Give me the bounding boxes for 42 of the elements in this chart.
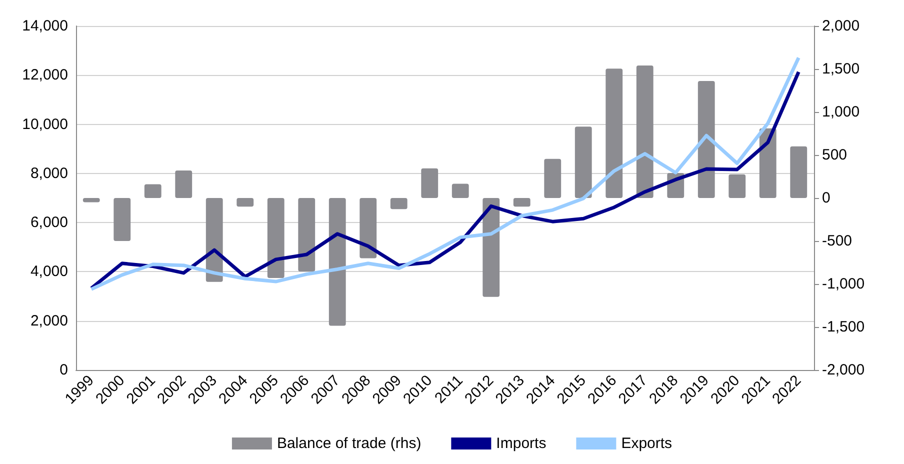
y-tick-label: 6,000 xyxy=(30,214,68,232)
y-tick-label: 0 xyxy=(60,362,68,378)
y2-tick-label: -2,000 xyxy=(822,362,865,378)
bar xyxy=(360,198,377,258)
bar xyxy=(698,81,715,198)
bar xyxy=(482,198,500,297)
y2-tick-label: 2,000 xyxy=(822,18,860,34)
y2-tick-label: -500 xyxy=(822,232,852,250)
bar xyxy=(544,158,562,198)
y-tick-label: 8,000 xyxy=(30,164,68,182)
y-tick-label: 10,000 xyxy=(22,116,68,133)
y2-tick-label: -1,000 xyxy=(822,276,865,292)
bar xyxy=(390,198,408,210)
bar xyxy=(606,68,623,198)
bar xyxy=(236,198,254,207)
bar xyxy=(452,184,469,198)
bar xyxy=(267,198,284,278)
bar xyxy=(728,174,746,198)
legend-label: Imports xyxy=(496,435,546,452)
y-tick-label: 14,000 xyxy=(22,18,68,34)
y2-tick-label: 1,500 xyxy=(822,60,860,78)
bar xyxy=(175,170,192,198)
y2-tick-label: 1,000 xyxy=(822,104,860,120)
y2-tick-label: 0 xyxy=(822,190,830,206)
legend-label: Exports xyxy=(621,435,672,452)
bar xyxy=(574,126,592,198)
bar xyxy=(206,198,223,282)
y-tick-label: 2,000 xyxy=(30,312,68,330)
y-tick-label: 4,000 xyxy=(30,263,68,280)
bar xyxy=(421,168,438,198)
y2-tick-label: -1,500 xyxy=(822,318,865,336)
y-tick-label: 12,000 xyxy=(22,66,68,84)
bar xyxy=(513,198,530,207)
bar xyxy=(114,198,131,241)
bar xyxy=(82,198,100,202)
bar xyxy=(144,184,162,198)
bar xyxy=(790,146,808,198)
bar xyxy=(298,198,316,272)
bar xyxy=(328,198,346,326)
legend-label: Balance of trade (rhs) xyxy=(276,435,422,452)
y2-tick-label: 500 xyxy=(822,146,848,164)
bar xyxy=(636,66,654,198)
